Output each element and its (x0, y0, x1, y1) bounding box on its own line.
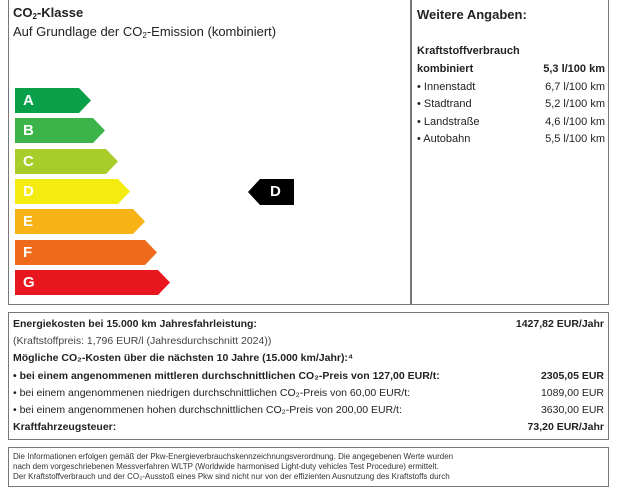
further-info-title: Weitere Angaben: (417, 7, 527, 22)
info-line: Die Informationen erfolgen gemäß der Pkw… (13, 452, 454, 461)
current-class-marker: D (248, 179, 294, 205)
co2-class-title: CO2-Klasse (13, 5, 84, 21)
co2-class-bar-g: G (15, 270, 170, 295)
fuel-consumption-heading: Kraftstoffverbrauch (417, 45, 520, 57)
fuel-price-row: (Kraftstoffpreis: 1,796 EUR/l (Jahresdur… (13, 335, 272, 347)
co2-class-bar-f: F (15, 240, 157, 265)
co2-class-bar-c: C (15, 149, 118, 174)
consumption-row: • Innenstadt 6,7 l/100 km (417, 80, 605, 93)
co2-class-letter: C (23, 153, 34, 170)
co2-class-bar-b: B (15, 118, 105, 143)
consumption-row: • Stadtrand 5,2 l/100 km (417, 98, 605, 110)
co2-class-bar-e: E (15, 209, 145, 234)
co2-costs-heading: Mögliche CO₂-Kosten über die nächsten 10… (13, 352, 354, 364)
co2-mid-row: • bei einem angenommenen mittleren durch… (13, 370, 604, 382)
co2-class-letter: G (23, 274, 35, 291)
co2-class-subtitle: Auf Grundlage der CO2-Emission (kombinie… (13, 24, 277, 40)
consumption-row: • Autobahn 5,5 l/100 km (417, 133, 605, 145)
info-line: Der Kraftstoffverbrauch und der CO₂-Auss… (13, 472, 450, 481)
co2-class-letter: D (23, 183, 34, 200)
co2-low-row: • bei einem angenommenen niedrigen durch… (13, 387, 604, 399)
info-line: nach dem vorgeschriebenen Messverfahren … (13, 462, 439, 471)
co2-class-letter: E (23, 213, 34, 230)
co2-class-bar-a: A (15, 88, 91, 113)
consumption-row: kombiniert 5,3 l/100 km (417, 63, 605, 75)
legal-info-panel: Die Informationen erfolgen gemäß der Pkw… (8, 447, 609, 487)
costs-panel: Energiekosten bei 15.000 km Jahresfahrle… (8, 312, 609, 440)
further-info-panel: Weitere Angaben: Kraftstoffverbrauch kom… (411, 0, 609, 305)
energy-costs-row: Energiekosten bei 15.000 km Jahresfahrle… (13, 318, 604, 330)
co2-class-panel: CO2-Klasse Auf Grundlage der CO2-Emissio… (8, 0, 411, 305)
consumption-row: • Landstraße 4,6 l/100 km (417, 115, 605, 128)
co2-class-letter: B (23, 122, 34, 139)
co2-high-row: • bei einem angenommenen hohen durchschn… (13, 404, 604, 416)
vehicle-tax-row: Kraftfahrzeugsteuer: 73,20 EUR/Jahr (13, 421, 604, 433)
co2-class-letter: A (23, 92, 34, 109)
co2-class-letter: F (23, 244, 33, 261)
co2-class-bar-d: D (15, 179, 130, 204)
